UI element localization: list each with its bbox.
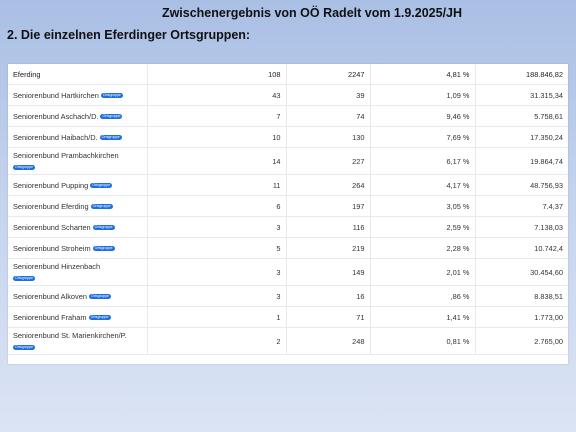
row-col2: 149: [286, 258, 371, 286]
table-row: Seniorenbund Scharten Ortsgruppe 3 116 2,…: [8, 216, 568, 238]
table-row: Seniorenbund St. Marienkirchen/P. Ortsgru…: [8, 327, 568, 355]
row-name: Seniorenbund Aschach/D.: [13, 111, 99, 121]
ortsgruppe-badge[interactable]: Ortsgruppe: [88, 293, 111, 299]
row-col1: 43: [147, 84, 287, 106]
row-col2: 264: [286, 174, 371, 196]
row-name: Seniorenbund St. Marienkirchen/P.: [13, 331, 127, 340]
row-col1: 14: [147, 147, 287, 175]
row-col4: 10.742,4: [475, 237, 568, 259]
row-col4: 17.350,24: [475, 126, 568, 148]
row-col2: 71: [286, 306, 371, 328]
row-col4: 8.838,51: [475, 285, 568, 307]
row-col1: 5: [147, 237, 287, 259]
ortsgruppe-badge[interactable]: Ortsgruppe: [13, 165, 35, 170]
table-row: Seniorenbund Hartkirchen Ortsgruppe 43 39…: [8, 84, 568, 106]
table-header-row: Eferding 108 2247 4,81 % 188.846,82: [8, 64, 568, 85]
row-col2: 116: [286, 216, 371, 238]
table-row: Seniorenbund Alkoven Ortsgruppe 3 16 ,86 …: [8, 285, 568, 307]
ortsgruppe-badge[interactable]: Ortsgruppe: [90, 203, 113, 209]
row-name: Seniorenbund Scharten: [13, 222, 91, 232]
row-col3: 4,17 %: [370, 174, 476, 196]
header-col1: 108: [147, 64, 287, 85]
results-table-panel: Eferding 108 2247 4,81 % 188.846,82 Seni…: [8, 64, 568, 364]
row-col4: 2.765,00: [475, 327, 568, 355]
row-col2: 227: [286, 147, 371, 175]
header-name: Eferding: [8, 64, 148, 85]
row-col3: 7,69 %: [370, 126, 476, 148]
row-col1: 3: [147, 285, 287, 307]
row-name: Seniorenbund Stroheim: [13, 243, 91, 253]
ortsgruppe-badge[interactable]: Ortsgruppe: [13, 345, 35, 350]
ortsgruppe-badge[interactable]: Ortsgruppe: [92, 245, 115, 251]
row-col1: 1: [147, 306, 287, 328]
row-col4: 5.758,61: [475, 105, 568, 127]
row-col3: ,86 %: [370, 285, 476, 307]
section-heading: 2. Die einzelnen Eferdinger Ortsgruppen:: [7, 28, 251, 42]
row-name: Seniorenbund Haibach/D.: [13, 132, 98, 142]
row-col3: 2,01 %: [370, 258, 476, 286]
row-name: Seniorenbund Alkoven: [13, 291, 87, 301]
row-col2: 39: [286, 84, 371, 106]
row-col2: 248: [286, 327, 371, 355]
row-col4: 19.864,74: [475, 147, 568, 175]
row-col1: 2: [147, 327, 287, 355]
ortsgruppe-badge[interactable]: Ortsgruppe: [99, 134, 122, 140]
row-col2: 197: [286, 195, 371, 217]
row-col3: 3,05 %: [370, 195, 476, 217]
ortsgruppe-badge[interactable]: Ortsgruppe: [90, 182, 113, 188]
row-col1: 11: [147, 174, 287, 196]
results-table: Eferding 108 2247 4,81 % 188.846,82 Seni…: [8, 64, 568, 355]
table-row: Seniorenbund Eferding Ortsgruppe 6 197 3,…: [8, 195, 568, 217]
row-name: Seniorenbund Prambachkirchen: [13, 151, 119, 160]
row-name: Seniorenbund Pupping: [13, 180, 89, 190]
ortsgruppe-badge[interactable]: Ortsgruppe: [13, 276, 35, 281]
row-col4: 7.4,37: [475, 195, 568, 217]
row-col2: 16: [286, 285, 371, 307]
table-row: Seniorenbund Hinzenbach Ortsgruppe 3 149 …: [8, 258, 568, 286]
row-col4: 7.138,03: [475, 216, 568, 238]
row-col4: 31.315,34: [475, 84, 568, 106]
row-col1: 7: [147, 105, 287, 127]
row-col3: 2,59 %: [370, 216, 476, 238]
row-col3: 0,81 %: [370, 327, 476, 355]
row-name: Seniorenbund Hartkirchen: [13, 90, 99, 100]
header-col4: 188.846,82: [475, 64, 568, 85]
row-col4: 48.756,93: [475, 174, 568, 196]
ortsgruppe-badge[interactable]: Ortsgruppe: [100, 92, 123, 98]
row-col2: 74: [286, 105, 371, 127]
table-row: Seniorenbund Haibach/D. Ortsgruppe 10 130…: [8, 126, 568, 148]
header-col2: 2247: [286, 64, 371, 85]
header-col3: 4,81 %: [370, 64, 476, 85]
row-col4: 1.773,00: [475, 306, 568, 328]
row-name: Seniorenbund Fraham: [13, 312, 87, 322]
ortsgruppe-badge[interactable]: Ortsgruppe: [100, 113, 123, 119]
row-name: Seniorenbund Eferding: [13, 201, 89, 211]
table-row: Seniorenbund Prambachkirchen Ortsgruppe 1…: [8, 147, 568, 175]
row-name: Seniorenbund Hinzenbach: [13, 262, 101, 271]
row-col2: 130: [286, 126, 371, 148]
table-row: Seniorenbund Pupping Ortsgruppe 11 264 4,…: [8, 174, 568, 196]
row-col3: 1,09 %: [370, 84, 476, 106]
table-row: Seniorenbund Fraham Ortsgruppe 1 71 1,41 …: [8, 306, 568, 328]
row-col3: 6,17 %: [370, 147, 476, 175]
row-col3: 9,46 %: [370, 105, 476, 127]
row-col3: 1,41 %: [370, 306, 476, 328]
ortsgruppe-badge[interactable]: Ortsgruppe: [88, 314, 111, 320]
table-row: Seniorenbund Stroheim Ortsgruppe 5 219 2,…: [8, 237, 568, 259]
row-col1: 3: [147, 216, 287, 238]
table-row: Seniorenbund Aschach/D. Ortsgruppe 7 74 9…: [8, 105, 568, 127]
row-col3: 2,28 %: [370, 237, 476, 259]
ortsgruppe-badge[interactable]: Ortsgruppe: [92, 224, 115, 230]
row-col4: 30.454,60: [475, 258, 568, 286]
row-col1: 3: [147, 258, 287, 286]
row-col2: 219: [286, 237, 371, 259]
page-title: Zwischenergebnis von OÖ Radelt vom 1.9.2…: [161, 6, 463, 20]
row-col1: 10: [147, 126, 287, 148]
row-col1: 6: [147, 195, 287, 217]
